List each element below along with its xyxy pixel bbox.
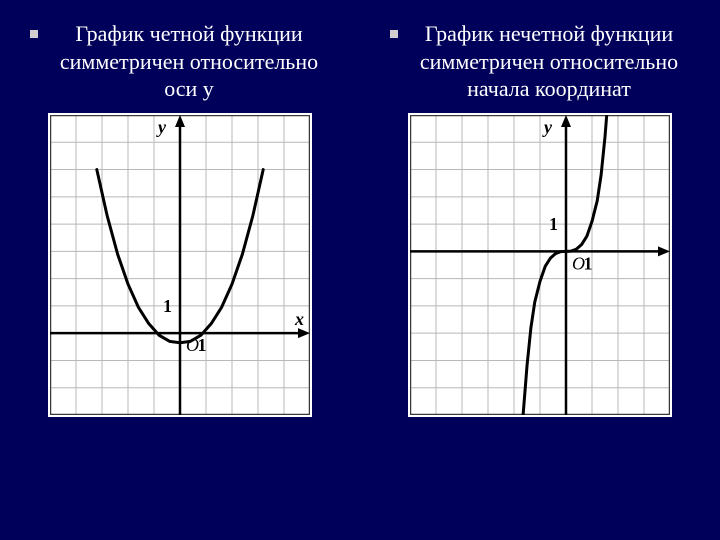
right-chart-panel: yO11 — [408, 113, 672, 417]
right-caption-text: График нечетной функции симметричен отно… — [408, 20, 690, 103]
left-chart: yxO11 — [50, 115, 310, 415]
svg-text:1: 1 — [163, 295, 172, 315]
svg-text:1: 1 — [198, 335, 207, 355]
slide: График четной функции симметричен относи… — [0, 0, 720, 540]
bullet-icon — [30, 30, 38, 38]
right-column: График нечетной функции симметричен отно… — [360, 0, 720, 540]
right-chart: yO11 — [410, 115, 670, 415]
left-caption-text: График четной функции симметричен относи… — [48, 20, 330, 103]
left-column: График четной функции симметричен относи… — [0, 0, 360, 540]
svg-text:1: 1 — [584, 253, 593, 273]
svg-text:1: 1 — [549, 214, 558, 234]
left-chart-panel: yxO11 — [48, 113, 312, 417]
svg-text:y: y — [156, 117, 167, 137]
left-caption: График четной функции симметричен относи… — [0, 0, 360, 113]
svg-text:x: x — [294, 309, 304, 329]
right-caption: График нечетной функции симметричен отно… — [360, 0, 720, 113]
svg-text:y: y — [542, 117, 553, 137]
bullet-icon — [390, 30, 398, 38]
